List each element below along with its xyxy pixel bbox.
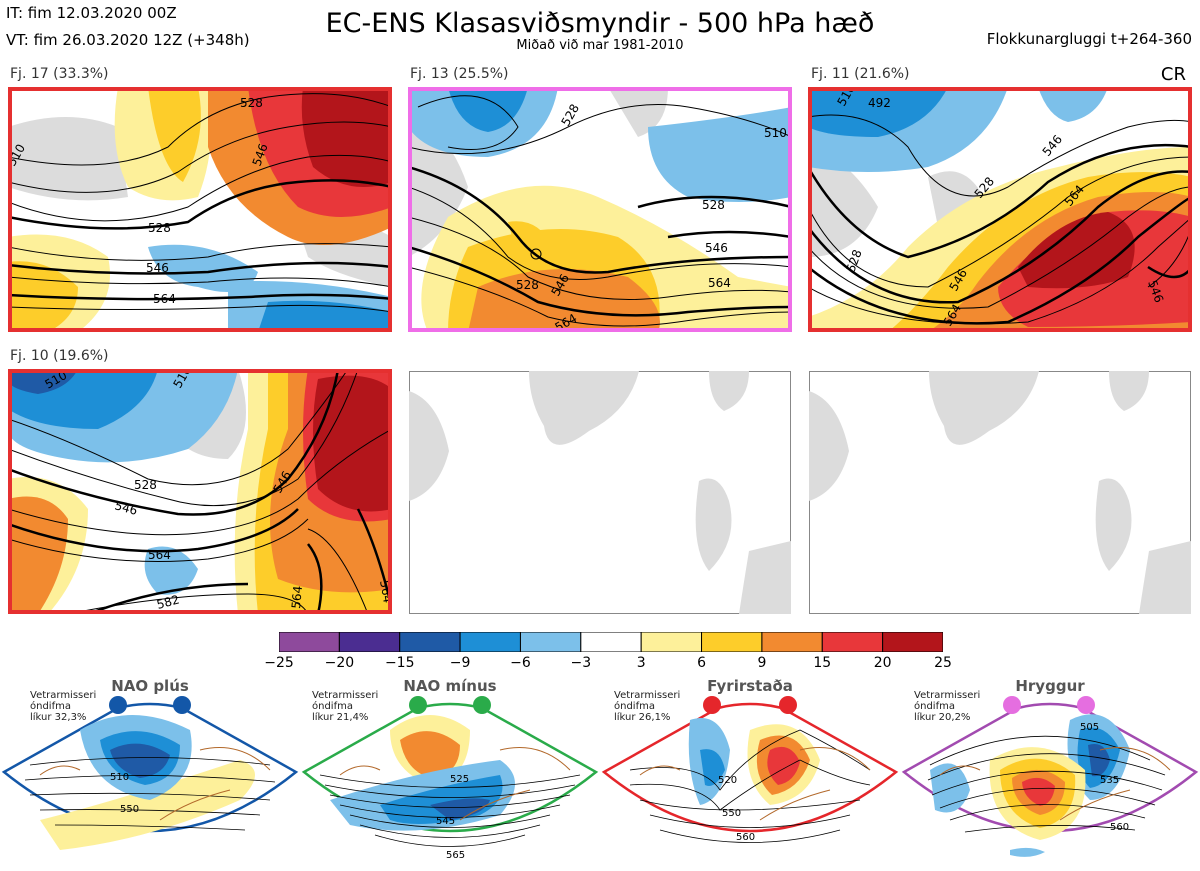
empty-map-6 (809, 371, 1191, 614)
colorbar-tick-label: 15 (813, 655, 832, 671)
contour-label: 564 (289, 585, 305, 609)
regime-dot (409, 696, 427, 714)
colorbar-segment (821, 632, 884, 652)
colorbar-segment (279, 632, 340, 652)
regime-note-nao-plus: Vetrarmisseri óndifma líkur 32,3% (30, 690, 97, 723)
regime-dot (173, 696, 191, 714)
page-subtitle: Miðað við mar 1981-2010 (516, 38, 684, 53)
regime-note-nao-minus: Vetrarmisseri óndifma líkur 21,4% (312, 690, 379, 723)
colorbar-segment (640, 632, 703, 652)
contour-label: 528 (148, 221, 171, 235)
regime-dot (1077, 696, 1095, 714)
colorbar-segment (399, 632, 461, 652)
contour-label: 582 (155, 592, 181, 611)
empty-map-5 (409, 371, 791, 614)
contour-label: 525 (450, 774, 469, 785)
contour-label: 560 (736, 832, 755, 843)
regime-dot (703, 696, 721, 714)
colorbar-segment (459, 632, 521, 652)
contour-label: 505 (1080, 722, 1099, 733)
contour-label: 564 (153, 292, 176, 306)
colorbar-tick-label: 9 (757, 655, 767, 671)
contour-label: 510 (110, 772, 129, 783)
init-time: IT: fim 12.03.2020 00Z (6, 4, 177, 22)
colorbar-segment (761, 632, 823, 652)
contour-label: 545 (436, 816, 455, 827)
colorbar (279, 632, 943, 652)
contour-label: 510 (764, 126, 787, 140)
regime-map-blocking: 520 550 560 (601, 696, 899, 843)
cluster-map-1: 528 546 528 546 564 510 (8, 87, 392, 332)
contour-label: 546 (705, 241, 728, 255)
panel-border (808, 87, 1192, 332)
colorbar-segment (580, 632, 642, 652)
regime-title-nao-minus: NAO mínus (403, 677, 497, 695)
cluster-map-3: 492 510 546 564 528 528 546 564 546 (808, 87, 1192, 332)
regime-dot (473, 696, 491, 714)
contour-label: 528 (516, 278, 539, 292)
page-title: EC-ENS Klasasviðsmyndir - 500 hPa hæð (325, 8, 875, 39)
regime-dot (779, 696, 797, 714)
cluster-map-2: 528 510 528 546 564 528 546 564 (408, 87, 792, 332)
regime-title-blocking: Fyrirstaða (707, 677, 793, 695)
contour-label: 560 (1110, 822, 1129, 833)
contour-label: 565 (446, 850, 465, 861)
regime-dot (109, 696, 127, 714)
colorbar-tick-label: −25 (264, 655, 294, 671)
regime-map-nao-plus: 510 550 (1, 696, 299, 850)
colorbar-tick-label: −20 (324, 655, 355, 671)
colorbar-tick-label: 6 (697, 655, 706, 671)
regime-title-ridge: Hryggur (1015, 677, 1085, 695)
colorbar-segment (882, 632, 943, 652)
contour-label: 528 (134, 478, 157, 492)
valid-time: VT: fim 26.03.2020 12Z (+348h) (6, 31, 250, 49)
panel-border (8, 87, 392, 332)
panel-border (408, 87, 792, 332)
contour-label: 528 (240, 96, 263, 110)
colorbar-tick-label: −6 (510, 655, 531, 671)
contour-label: 492 (868, 96, 891, 110)
cluster-map-4: 510 510 528 546 546 564 582 564 564 (8, 369, 392, 614)
cr-label: CR (1160, 64, 1186, 85)
colorbar-tick-label: 20 (873, 655, 892, 671)
contour-label: 546 (113, 498, 139, 517)
panel-label-1: Fj. 17 (33.3%) (10, 66, 109, 82)
contour-label: 550 (722, 808, 741, 819)
panel-border (8, 369, 392, 614)
contour-label: 550 (120, 804, 139, 815)
regime-note-blocking: Vetrarmisseri óndifma líkur 26,1% (614, 690, 681, 723)
colorbar-segment (701, 632, 763, 652)
colorbar-segment (519, 632, 582, 652)
contour-label: 564 (708, 276, 731, 290)
contour-label: 535 (1100, 775, 1119, 786)
panel-label-2: Fj. 13 (25.5%) (410, 66, 509, 82)
panel-label-3: Fj. 11 (21.6%) (811, 66, 910, 82)
regime-map-ridge: 505 535 560 (901, 696, 1199, 857)
regime-note-ridge: Vetrarmisseri óndifma líkur 20,2% (914, 690, 981, 723)
colorbar-tick-label: −9 (449, 655, 471, 671)
colorbar-tick-label: −3 (570, 655, 592, 671)
colorbar-tick-label: 25 (934, 655, 952, 671)
colorbar-tick-label: −15 (384, 655, 415, 671)
regime-map-nao-minus: 525 545 565 (301, 696, 599, 861)
regime-title-nao-plus: NAO plús (111, 677, 189, 695)
colorbar-tick-label: 3 (636, 655, 646, 671)
contour-label: 564 (148, 548, 171, 562)
contour-label: 520 (718, 775, 737, 786)
classification-window: Flokkunargluggi t+264-360 (986, 30, 1192, 48)
contour-label: 528 (702, 198, 725, 212)
panel-label-4: Fj. 10 (19.6%) (10, 348, 109, 364)
colorbar-segment (338, 632, 401, 652)
regime-dot (1003, 696, 1021, 714)
contour-label: 546 (146, 261, 169, 275)
